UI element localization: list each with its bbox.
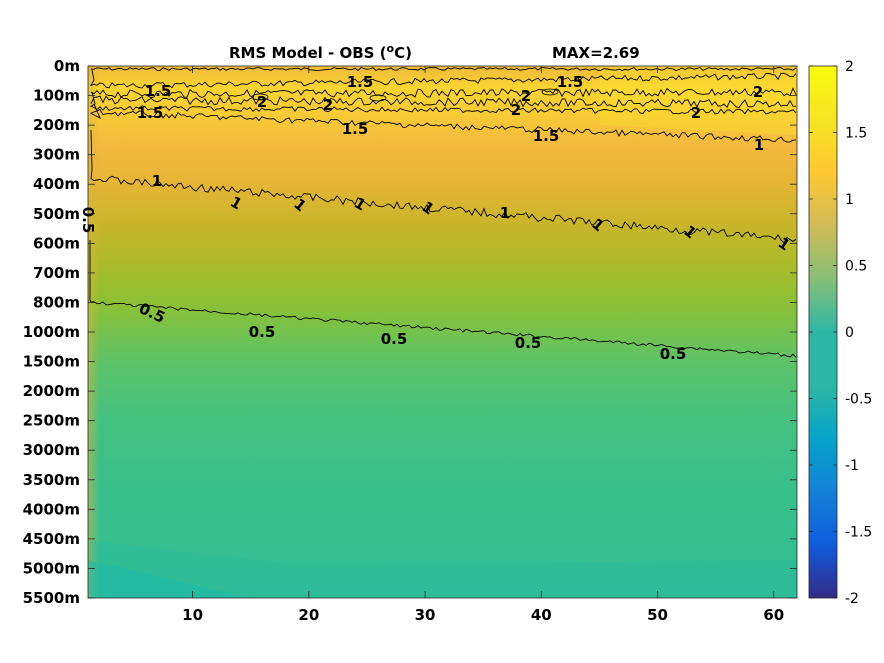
colorbar-tick-label: 1 <box>845 192 854 208</box>
contour-line <box>90 66 797 72</box>
colorbar-tick-label: 1.5 <box>845 126 867 142</box>
x-tick-label: 30 <box>415 606 436 624</box>
colorbar-tick-label: -2 <box>845 591 859 607</box>
rms-field <box>88 66 797 598</box>
contour-label: 1.5 <box>342 120 369 138</box>
colorbar-tick-label: 2 <box>845 59 854 75</box>
contour-label: 2 <box>323 96 333 114</box>
y-tick-label: 500m <box>33 205 80 223</box>
contour-label: 1 <box>754 136 764 154</box>
field-shading <box>88 66 797 598</box>
y-tick-label: 100m <box>33 87 80 105</box>
contour-label: 0.5 <box>660 345 687 363</box>
contour-label: 1 <box>500 204 510 222</box>
y-axis: 0m 100m 200m 300m 400m 500m 600m 700m 800m 1000m 1… <box>23 57 797 607</box>
colorbar-tick-label: -0.5 <box>845 392 872 408</box>
contour-line <box>89 91 797 115</box>
contour-line <box>90 103 796 143</box>
max-annotation: MAX=2.69 <box>552 44 640 62</box>
contour-lines <box>89 66 797 358</box>
contour-line <box>90 87 797 99</box>
y-tick-label: 4500m <box>23 530 80 548</box>
x-axis: 10 20 30 40 50 60 <box>182 66 784 624</box>
colorbar-tick-label: 0.5 <box>845 259 867 275</box>
title-degree-sup: o <box>387 42 395 55</box>
contour-label: 2 <box>753 83 763 101</box>
y-tick-label: 2000m <box>23 382 80 400</box>
y-tick-label: 800m <box>33 293 80 311</box>
y-tick-label: 5000m <box>23 559 80 577</box>
y-tick-label: 4000m <box>23 500 80 518</box>
contour-label: 0.5 <box>515 334 542 352</box>
contour-label: 2 <box>691 104 701 122</box>
y-tick-label: 400m <box>33 175 80 193</box>
colorbar <box>808 65 838 599</box>
contour-line <box>90 95 796 109</box>
contour-line <box>90 69 797 89</box>
y-tick-label: 1000m <box>23 323 80 341</box>
y-tick-label: 200m <box>33 116 80 134</box>
x-tick-label: 60 <box>763 606 784 624</box>
y-tick-label: 700m <box>33 264 80 282</box>
y-tick-label: 5500m <box>23 589 80 607</box>
contour-loop <box>251 93 269 101</box>
y-tick-label: 0m <box>54 57 80 75</box>
y-tick-label: 600m <box>33 234 80 252</box>
colorbar-ticks: 2 1.5 1 0.5 0 -0.5 -1 -1.5 -2 <box>809 59 872 607</box>
contour-label: 0.5 <box>249 323 276 341</box>
contour-line <box>89 240 797 358</box>
contour-label: 0.5 <box>381 330 408 348</box>
y-tick-label: 3000m <box>23 441 80 459</box>
contour-label: 2 <box>521 87 531 105</box>
contour-loop <box>541 88 559 96</box>
contour-label: 1.5 <box>347 73 374 91</box>
x-tick-label: 50 <box>647 606 668 624</box>
contour-label: 1.5 <box>137 104 164 122</box>
x-tick-label: 40 <box>531 606 552 624</box>
colorbar-tick-label: 0 <box>845 325 854 341</box>
contour-label: 1.5 <box>145 82 172 100</box>
y-tick-label: 300m <box>33 146 80 164</box>
colorbar-tick-label: -1.5 <box>845 525 872 541</box>
chart-title: RMS Model - OBS (oC) <box>229 42 412 62</box>
x-tick-label: 10 <box>182 606 203 624</box>
contour-label: 1.5 <box>557 73 584 91</box>
contour-label: 2 <box>257 93 267 111</box>
y-tick-label: 2500m <box>23 412 80 430</box>
contour-loop <box>369 94 387 102</box>
y-tick-label: 1500m <box>23 353 80 371</box>
contour-label: 1.5 <box>533 127 560 145</box>
contour-label: 1 <box>152 172 162 190</box>
contour-label: 2 <box>511 101 521 119</box>
y-tick-label: 3500m <box>23 471 80 489</box>
x-tick-label: 20 <box>298 606 319 624</box>
colorbar-tick-label: -1 <box>845 458 859 474</box>
contour-line <box>90 129 797 244</box>
